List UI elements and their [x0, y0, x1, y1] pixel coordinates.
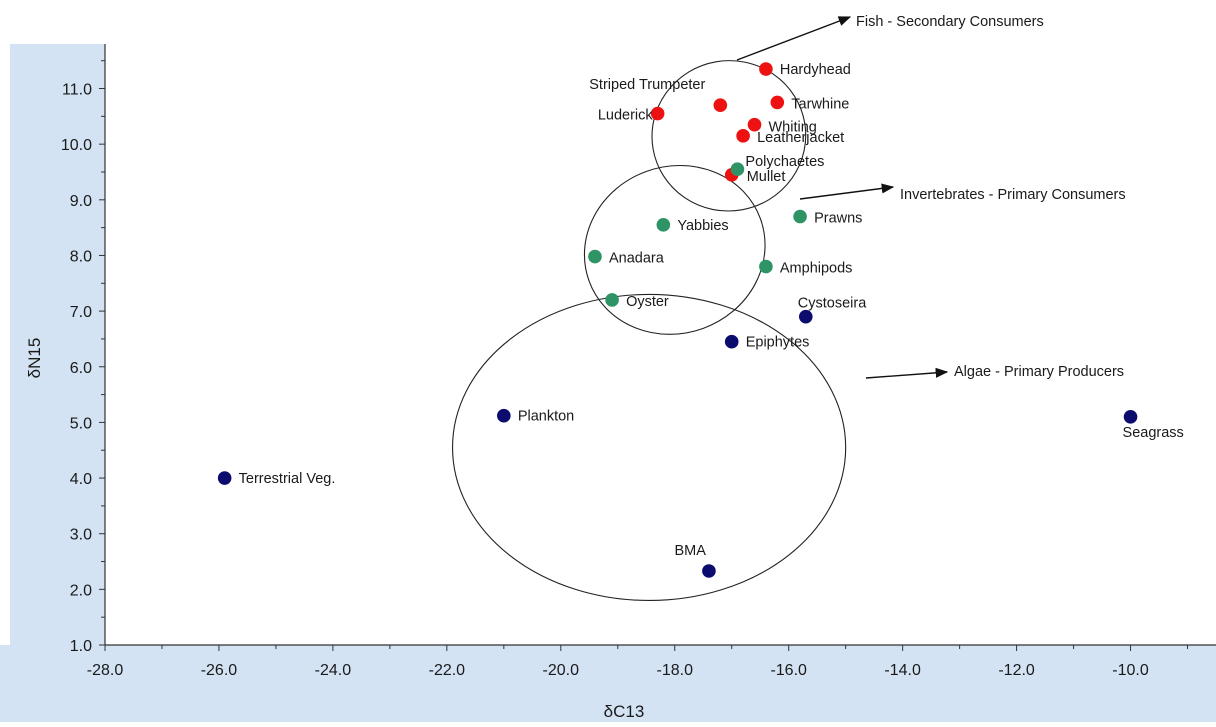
y-tick-label: 3.0: [70, 527, 92, 544]
x-axis-title: δC13: [604, 702, 645, 721]
point-bma: [702, 564, 716, 578]
label-prawns: Prawns: [814, 211, 862, 227]
point-luderick: [650, 106, 665, 121]
label-plankton: Plankton: [518, 409, 574, 425]
left-border-panel: [10, 44, 105, 722]
point-cystoseira: [798, 309, 813, 324]
label-amphipods: Amphipods: [780, 261, 853, 277]
point-polychaetes: [730, 162, 745, 177]
label-leatherjacket: Leatherjacket: [757, 130, 844, 146]
x-tick-label: -16.0: [770, 662, 807, 679]
invertebrate-group-label: Invertebrates - Primary Consumers: [900, 187, 1126, 203]
x-tick-label: -10.0: [1112, 662, 1149, 679]
x-tick-label: -28.0: [87, 662, 124, 679]
label-epiphytes: Epiphytes: [746, 335, 810, 351]
algae-group-label: Algae - Primary Producers: [954, 364, 1124, 380]
y-axis-title: δN15: [25, 338, 44, 379]
label-mullet: Mullet: [747, 169, 786, 185]
y-tick-label: 11.0: [62, 82, 92, 99]
plot-area: [105, 44, 1216, 645]
point-hardyhead: [759, 62, 773, 76]
x-tick-label: -18.0: [657, 662, 694, 679]
x-tick-label: -14.0: [884, 662, 921, 679]
label-hardyhead: Hardyhead: [780, 62, 851, 78]
point-seagrass: [1123, 410, 1138, 424]
point-leatherjacket: [736, 129, 750, 143]
point-whiting: [747, 117, 762, 132]
x-tick-label: -26.0: [201, 662, 238, 679]
point-oyster: [605, 293, 619, 307]
label-luderick: Luderick: [598, 108, 654, 124]
label-striped-trumpeter: Striped Trumpeter: [589, 77, 705, 93]
y-tick-label: 10.0: [61, 137, 92, 154]
label-cystoseira: Cystoseira: [798, 296, 867, 312]
label-bma: BMA: [675, 543, 707, 559]
y-tick-label: 6.0: [70, 360, 92, 377]
y-tick-label: 8.0: [70, 248, 92, 265]
y-tick-label: 9.0: [70, 193, 92, 210]
point-terrestrial-veg: [217, 471, 232, 485]
y-tick-label: 7.0: [70, 304, 92, 321]
y-tick-label: 2.0: [70, 582, 92, 599]
y-tick-label: 4.0: [70, 471, 92, 488]
label-yabbies: Yabbies: [677, 218, 728, 234]
label-seagrass: Seagrass: [1123, 425, 1184, 441]
x-tick-label: -22.0: [429, 662, 466, 679]
x-tick-label: -12.0: [998, 662, 1035, 679]
point-tarwhine: [770, 95, 785, 110]
bottom-border-panel: [0, 645, 1216, 722]
point-yabbies: [656, 218, 671, 232]
label-whiting: Whiting: [769, 120, 817, 136]
label-oyster: Oyster: [626, 294, 669, 310]
fish-arrow: [736, 16, 852, 61]
point-anadara: [588, 249, 602, 264]
point-epiphytes: [724, 334, 739, 349]
x-tick-label: -20.0: [543, 662, 580, 679]
invertebrate-arrow: [799, 183, 895, 200]
label-terrestrial-veg: Terrestrial Veg.: [239, 471, 336, 487]
x-tick-label: -24.0: [315, 662, 352, 679]
label-anadara: Anadara: [609, 251, 665, 267]
label-tarwhine: Tarwhine: [791, 96, 849, 112]
algae-ellipse: [451, 293, 847, 602]
point-plankton: [497, 408, 511, 423]
algae-arrow: [865, 367, 949, 379]
fish-group-label: Fish - Secondary Consumers: [856, 14, 1044, 30]
invertebrate-ellipse: [583, 164, 766, 335]
fish-ellipse: [651, 60, 807, 212]
point-striped-trumpeter: [713, 98, 728, 113]
point-amphipods: [759, 259, 773, 274]
point-prawns: [793, 209, 807, 224]
y-tick-label: 5.0: [70, 415, 92, 432]
y-tick-label: 1.0: [70, 638, 92, 655]
label-polychaetes: Polychaetes: [745, 154, 824, 170]
